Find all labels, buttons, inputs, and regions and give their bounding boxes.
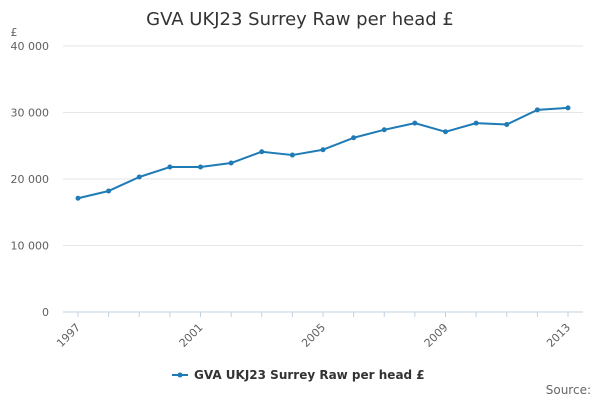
x-tick-label-2005: 2005 <box>299 321 328 350</box>
data-point-2003[interactable] <box>259 149 265 155</box>
data-point-2005[interactable] <box>320 147 326 153</box>
data-point-1999[interactable] <box>136 174 142 180</box>
y-axis-unit-label: £ <box>11 26 18 39</box>
y-tick-label-0: 0 <box>42 306 49 319</box>
data-point-2006[interactable] <box>351 135 357 141</box>
data-point-1998[interactable] <box>106 188 112 194</box>
legend-point-marker <box>177 372 183 378</box>
data-point-2011[interactable] <box>504 121 510 127</box>
x-tick-label-2013: 2013 <box>544 321 573 350</box>
data-point-2013[interactable] <box>565 105 571 111</box>
data-point-2012[interactable] <box>534 107 540 113</box>
data-point-2000[interactable] <box>167 164 173 170</box>
y-tick-label-10000: 10 000 <box>11 240 50 253</box>
y-axis-ticks: 0 10 000 20 000 30 000 40 000 <box>11 40 50 319</box>
source-label: Source: <box>546 383 591 397</box>
data-point-2001[interactable] <box>198 164 203 170</box>
chart-title: GVA UKJ23 Surrey Raw per head £ <box>146 9 454 30</box>
x-tick-label-2009: 2009 <box>422 321 451 350</box>
series-layer <box>75 105 571 201</box>
legend[interactable]: GVA UKJ23 Surrey Raw per head £ <box>172 368 425 382</box>
y-tick-label-40000: 40 000 <box>11 40 50 53</box>
x-axis: 1997 2001 2005 2009 2013 <box>54 311 583 350</box>
series-line-0 <box>77 106 569 200</box>
data-point-2008[interactable] <box>412 120 418 126</box>
y-tick-label-20000: 20 000 <box>11 173 50 186</box>
data-point-2002[interactable] <box>228 160 234 166</box>
data-point-2004[interactable] <box>289 152 295 158</box>
gridlines <box>63 45 583 246</box>
y-tick-label-30000: 30 000 <box>11 107 50 120</box>
data-point-1997[interactable] <box>75 195 81 201</box>
data-point-2010[interactable] <box>473 120 479 126</box>
data-point-2007[interactable] <box>381 127 387 133</box>
legend-label: GVA UKJ23 Surrey Raw per head £ <box>194 368 425 382</box>
x-tick-label-2001: 2001 <box>177 321 206 350</box>
data-point-2009[interactable] <box>443 129 448 135</box>
x-tick-label-1997: 1997 <box>54 321 83 350</box>
